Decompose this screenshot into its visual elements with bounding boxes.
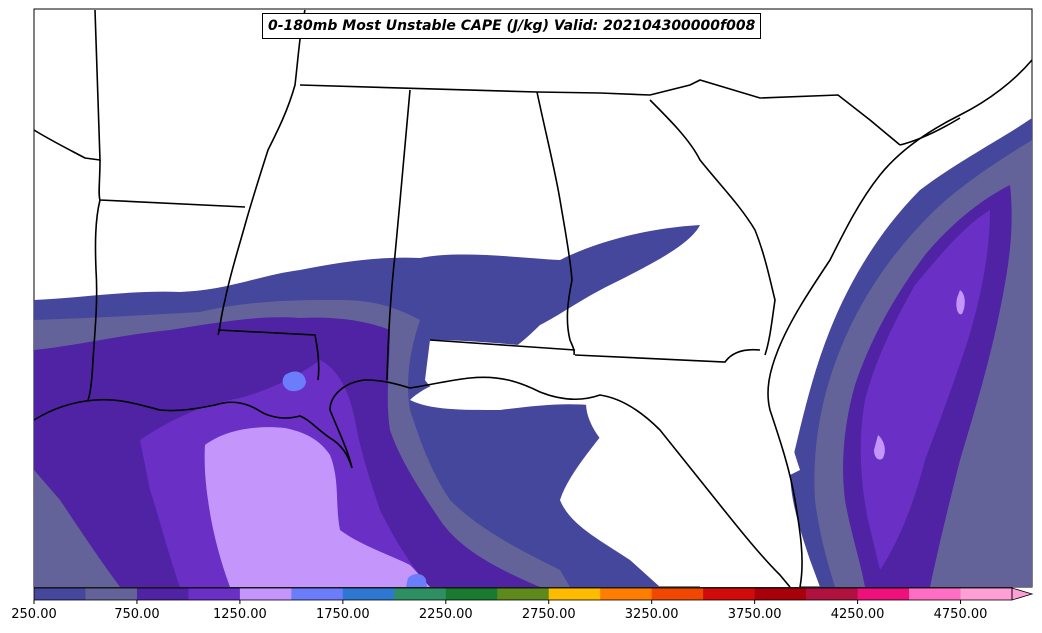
colorbar-swatch	[85, 588, 138, 600]
contour-1500-south	[406, 574, 427, 587]
map-title: 0-180mb Most Unstable CAPE (J/kg) Valid:…	[262, 13, 762, 39]
colorbar-tick-label: 750.00	[114, 607, 160, 622]
mississippi-river	[217, 9, 306, 336]
la-ms-border	[217, 329, 320, 381]
colorbar-extend-arrow	[1011, 587, 1034, 601]
colorbar-swatch	[651, 588, 704, 600]
colorbar-swatch	[909, 588, 962, 600]
colorbar-tick-label: 4250.00	[830, 607, 885, 622]
colorbar-swatch	[600, 588, 653, 600]
atlantic-coastline	[767, 59, 1033, 588]
gulf-coastline	[33, 376, 791, 588]
colorbar-tick-label: 1750.00	[315, 607, 370, 622]
colorbar-swatch	[703, 588, 756, 600]
land-mask	[425, 340, 800, 587]
colorbar-tick-label: 1250.00	[213, 607, 267, 622]
borders	[33, 9, 1033, 588]
colorbar-tick-label: 250.00	[11, 607, 57, 622]
georgia-land	[425, 340, 800, 480]
contour-1250-atlantic-2	[956, 290, 965, 315]
colorbar-tick-label: 2250.00	[418, 607, 473, 622]
contour-1250	[204, 427, 430, 587]
colorbar	[33, 587, 1034, 604]
ar-border	[98, 159, 246, 208]
colorbar-swatch	[239, 588, 292, 600]
tx-la-border	[87, 199, 101, 401]
florida-peninsula	[586, 380, 800, 587]
colorbar-swatch	[188, 588, 241, 600]
al-fl-border	[429, 339, 576, 351]
colorbar-swatch	[136, 588, 189, 600]
colorbar-swatch	[857, 588, 910, 600]
nc-sc-border	[649, 79, 901, 146]
colorbar-swatch	[445, 588, 498, 600]
colorbar-swatch	[497, 588, 550, 600]
ga-sc-border	[649, 99, 776, 356]
colorbar-swatch	[394, 588, 447, 600]
colorbar-swatch	[291, 588, 344, 600]
colorbar-swatch	[548, 588, 601, 600]
colorbar-tick-label: 2750.00	[521, 607, 576, 622]
ga-fl-border	[574, 348, 761, 363]
ok-border	[33, 9, 101, 161]
sc-coast	[899, 117, 961, 146]
contour-1250-atlantic	[874, 435, 885, 460]
tn-border	[299, 84, 651, 96]
colorbar-tick-label: 3750.00	[727, 607, 782, 622]
colorbar-tick-label: 3250.00	[624, 607, 679, 622]
colorbar-swatch	[960, 588, 1013, 600]
colorbar-swatch	[34, 588, 86, 600]
colorbar-swatch	[806, 588, 859, 600]
al-ga-border	[536, 91, 575, 356]
cape-contours	[34, 118, 1032, 587]
colorbar-tick-label: 4750.00	[933, 607, 988, 622]
contour-1500	[282, 371, 306, 392]
ms-al-border	[386, 89, 411, 381]
colorbar-outline	[33, 587, 1013, 601]
colorbar-swatch	[754, 588, 807, 600]
colorbar-swatch	[342, 588, 395, 600]
